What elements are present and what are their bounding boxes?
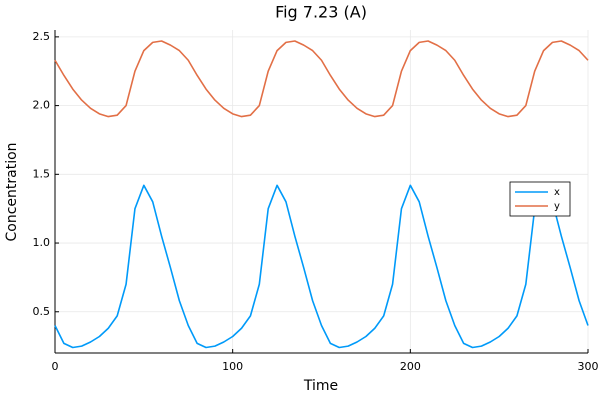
x-tick-label: 0 bbox=[52, 360, 59, 373]
legend-box bbox=[509, 181, 571, 217]
y-tick-label: 1.5 bbox=[33, 167, 51, 180]
y-tick-label: 0.5 bbox=[33, 305, 51, 318]
y-tick-label: 2.5 bbox=[33, 30, 51, 43]
x-tick-label: 200 bbox=[400, 360, 421, 373]
x-tick-label: 300 bbox=[578, 360, 599, 373]
chart-title: Fig 7.23 (A) bbox=[275, 3, 367, 22]
y-axis-label: Concentration bbox=[4, 142, 20, 241]
y-tick-label: 2.0 bbox=[33, 99, 51, 112]
x-tick-label: 100 bbox=[222, 360, 243, 373]
y-tick-label: 1.0 bbox=[33, 236, 51, 249]
legend-label: x bbox=[554, 187, 560, 198]
line-series bbox=[54, 40, 589, 118]
legend-label: y bbox=[554, 201, 560, 212]
x-axis-label: Time bbox=[303, 378, 338, 394]
line-series bbox=[54, 184, 589, 349]
